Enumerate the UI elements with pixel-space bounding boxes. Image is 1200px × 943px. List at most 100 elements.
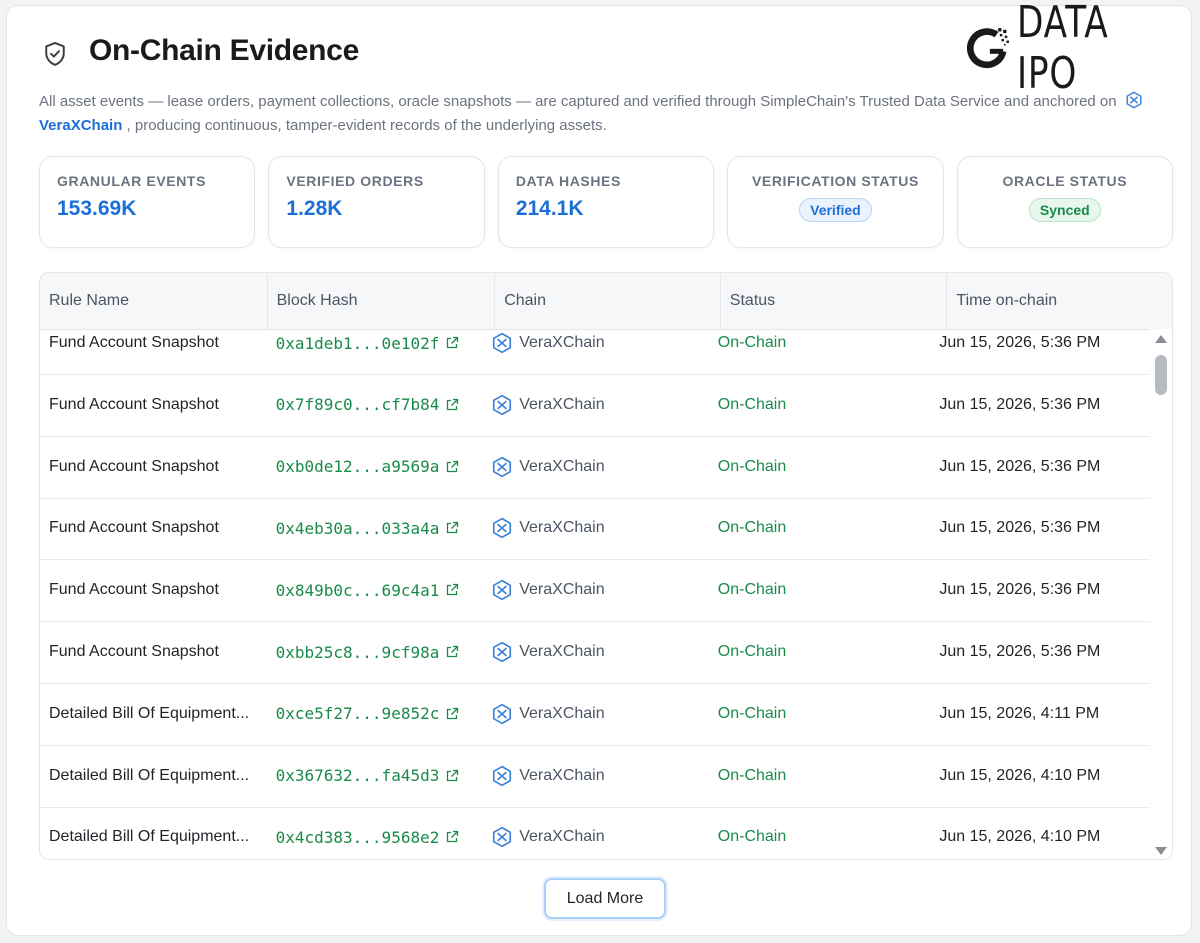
status-cell: On-Chain	[717, 581, 787, 599]
stat-value: 1.28K	[286, 197, 343, 220]
table-row[interactable]: Fund Account Snapshot 0xbb25c8...9cf98a Ve…	[40, 621, 1152, 684]
block-hash-cell[interactable]: 0x4eb30a...033a4a	[264, 519, 488, 538]
table-body[interactable]: Fund Account Snapshot 0xa1deb1...0e102f Ve…	[40, 329, 1152, 859]
rule-name-cell: Detailed Bill Of Equipment...	[49, 828, 250, 846]
column-header-chain[interactable]: Chain	[495, 273, 721, 329]
evidence-table: Rule Name Block Hash Chain Status Time o…	[39, 272, 1173, 860]
stat-verified-orders: VERIFIED ORDERS 1.28K	[268, 156, 485, 248]
chain-name: VeraXChain	[519, 766, 605, 784]
external-link-icon[interactable]	[445, 830, 459, 844]
chain-cell: VeraXChain	[487, 332, 709, 354]
on-chain-evidence-card: On-Chain Evidence DATA IPO All asset eve…	[6, 0, 1192, 936]
chain-cell: VeraXChain	[487, 456, 709, 478]
column-header-time[interactable]: Time on-chain	[956, 292, 1058, 309]
stat-value: 214.1K	[515, 197, 584, 220]
status-cell: On-Chain	[717, 334, 787, 351]
time-cell: Jun 15, 2026, 4:11 PM	[939, 704, 1100, 722]
page-title: On-Chain Evidence	[89, 34, 359, 67]
veraxchain-icon	[493, 518, 512, 539]
block-hash-text[interactable]: 0x367632...fa45d3	[275, 766, 440, 786]
stat-value: 153.69K	[57, 197, 137, 220]
chain-name: VeraXChain	[519, 334, 605, 351]
block-hash-cell[interactable]: 0xb0de12...a9569a	[264, 457, 488, 476]
rule-name-cell: Detailed Bill Of Equipment...	[49, 704, 250, 722]
stats-row: GRANULAR EVENTS 153.69K VERIFIED ORDERS …	[39, 156, 1174, 248]
chain-cell: VeraXChain	[487, 579, 709, 601]
external-link-icon[interactable]	[445, 460, 459, 474]
scroll-up-arrow-icon[interactable]	[1155, 335, 1167, 343]
scroll-down-arrow-icon[interactable]	[1155, 847, 1167, 855]
status-cell: On-Chain	[717, 643, 787, 660]
block-hash-text[interactable]: 0x849b0c...69c4a1	[275, 580, 440, 600]
chain-name: VeraXChain	[519, 704, 605, 722]
rule-name-cell: Fund Account Snapshot	[49, 395, 219, 413]
veraxchain-icon	[1126, 91, 1142, 109]
status-badge: Synced	[1028, 198, 1101, 222]
block-hash-text[interactable]: 0xbb25c8...9cf98a	[275, 642, 440, 662]
description: All asset events — lease orders, payment…	[39, 90, 1179, 138]
block-hash-text[interactable]: 0x7f89c0...cf7b84	[275, 395, 440, 415]
time-cell: Jun 15, 2026, 5:36 PM	[939, 581, 1101, 599]
stat-label: VERIFIED ORDERS	[286, 173, 424, 189]
table-scrollbar[interactable]	[1150, 329, 1172, 859]
veraxchain-icon	[493, 579, 512, 601]
load-more-button[interactable]: Load More	[544, 878, 666, 919]
stat-label: ORACLE STATUS	[1002, 173, 1128, 189]
time-cell: Jun 15, 2026, 4:10 PM	[939, 828, 1101, 846]
status-badge: Verified	[799, 198, 872, 222]
time-cell: Jun 15, 2026, 4:10 PM	[939, 766, 1101, 784]
veraxchain-icon	[493, 765, 512, 786]
table-row[interactable]: Fund Account Snapshot 0xb0de12...a9569a Ve…	[40, 436, 1152, 499]
external-link-icon[interactable]	[445, 583, 459, 597]
veraxchain-icon	[493, 641, 512, 663]
status-cell: On-Chain	[717, 828, 787, 846]
block-hash-cell[interactable]: 0xbb25c8...9cf98a	[264, 643, 488, 662]
table-row[interactable]: Detailed Bill Of Equipment... 0xce5f27...…	[40, 683, 1152, 746]
table-row[interactable]: Fund Account Snapshot 0x7f89c0...cf7b84 Ve…	[40, 374, 1152, 437]
block-hash-text[interactable]: 0xb0de12...a9569a	[275, 457, 440, 477]
rule-name-cell: Fund Account Snapshot	[49, 457, 219, 475]
block-hash-cell[interactable]: 0xa1deb1...0e102f	[264, 334, 488, 353]
block-hash-text[interactable]: 0xa1deb1...0e102f	[275, 333, 440, 353]
rule-name-cell: Fund Account Snapshot	[49, 334, 219, 351]
chain-name: VeraXChain	[519, 643, 605, 660]
chain-name: VeraXChain	[519, 828, 605, 846]
block-hash-text[interactable]: 0x4cd383...9568e2	[275, 827, 440, 847]
external-link-icon[interactable]	[445, 645, 459, 659]
table-row[interactable]: Fund Account Snapshot 0x849b0c...69c4a1 Ve…	[40, 559, 1152, 623]
veraxchain-link[interactable]: VeraXChain	[39, 117, 123, 134]
chain-name: VeraXChain	[519, 581, 605, 599]
external-link-icon[interactable]	[445, 398, 459, 412]
time-cell: Jun 15, 2026, 5:36 PM	[939, 334, 1101, 351]
column-header-rule-name[interactable]: Rule Name	[40, 273, 268, 329]
external-link-icon[interactable]	[445, 336, 459, 350]
external-link-icon[interactable]	[445, 769, 459, 783]
stat-verification-status: VERIFICATION STATUS Verified	[727, 156, 944, 248]
block-hash-cell[interactable]: 0x367632...fa45d3	[264, 766, 488, 785]
rule-name-cell: Fund Account Snapshot	[49, 643, 219, 660]
stat-data-hashes: DATA HASHES 214.1K	[497, 156, 715, 248]
external-link-icon[interactable]	[445, 707, 459, 721]
block-hash-text[interactable]: 0xce5f27...9e852c	[275, 704, 440, 724]
veraxchain-icon	[493, 394, 512, 416]
time-cell: Jun 15, 2026, 5:36 PM	[939, 457, 1101, 475]
table-row[interactable]: Detailed Bill Of Equipment... 0x4cd383...…	[40, 806, 1152, 859]
column-header-block-hash[interactable]: Block Hash	[268, 273, 496, 329]
column-header-status[interactable]: Status	[721, 273, 948, 329]
block-hash-cell[interactable]: 0xce5f27...9e852c	[264, 704, 488, 723]
block-hash-cell[interactable]: 0x7f89c0...cf7b84	[264, 395, 488, 414]
chain-cell: VeraXChain	[487, 394, 709, 416]
external-link-icon[interactable]	[445, 521, 459, 535]
table-row[interactable]: Fund Account Snapshot 0x4eb30a...033a4a Ve…	[40, 497, 1152, 561]
block-hash-cell[interactable]: 0x4cd383...9568e2	[264, 828, 488, 847]
chain-name: VeraXChain	[519, 519, 605, 537]
table-row[interactable]: Fund Account Snapshot 0xa1deb1...0e102f Ve…	[40, 329, 1152, 375]
scrollbar-thumb[interactable]	[1155, 355, 1167, 395]
stat-label: GRANULAR EVENTS	[57, 173, 207, 189]
table-row[interactable]: Detailed Bill Of Equipment... 0x367632...…	[40, 745, 1152, 808]
block-hash-text[interactable]: 0x4eb30a...033a4a	[275, 518, 440, 538]
status-cell: On-Chain	[717, 704, 787, 722]
block-hash-cell[interactable]: 0x849b0c...69c4a1	[264, 581, 488, 600]
chain-cell: VeraXChain	[487, 641, 709, 663]
time-cell: Jun 15, 2026, 5:36 PM	[939, 643, 1101, 660]
